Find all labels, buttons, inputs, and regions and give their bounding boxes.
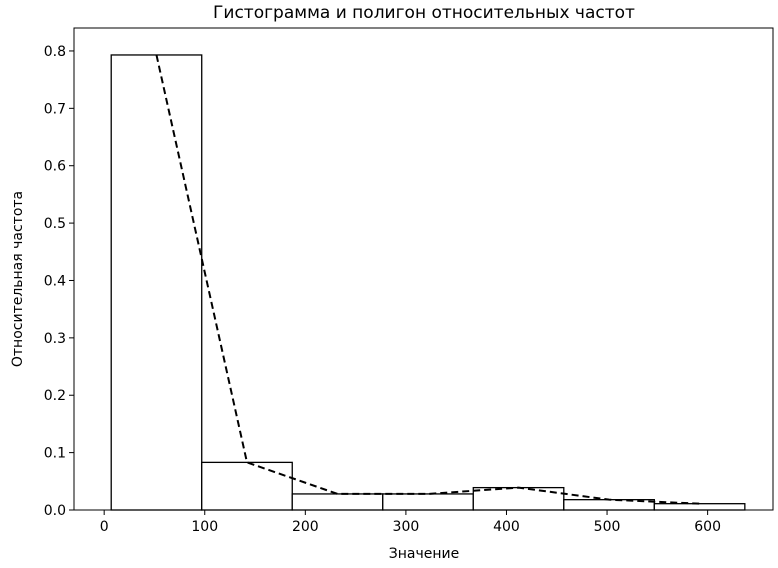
y-tick-label: 0.7 [44, 101, 66, 117]
x-tick-label: 200 [292, 519, 319, 535]
plot-frame [73, 27, 774, 511]
x-axis-label: Значение [389, 546, 459, 562]
x-tick-label: 300 [393, 519, 420, 535]
histogram-bar-1 [201, 461, 293, 511]
histogram-bar-0 [110, 54, 203, 511]
chart-title: Гистограмма и полигон относительных част… [213, 3, 635, 23]
polygon-layer [155, 54, 700, 505]
frequency-polygon-line [155, 54, 700, 505]
x-tick-label: 100 [191, 519, 218, 535]
x-tick-label: 600 [694, 519, 721, 535]
y-tick-label: 0.5 [44, 216, 66, 232]
y-axis-ticks: 0.0 0.1 0.2 0.3 0.4 0.5 0.6 0.7 0.8 [44, 44, 74, 519]
histogram-bar-2 [291, 493, 384, 511]
x-tick-label: 400 [493, 519, 520, 535]
bars-layer [110, 54, 746, 511]
histogram-bar-3 [382, 493, 474, 511]
x-tick-label: 500 [594, 519, 621, 535]
y-tick-label: 0.2 [44, 388, 66, 404]
y-axis-label: Относительная частота [10, 191, 26, 367]
histogram-bar-6 [653, 503, 746, 511]
y-tick-label: 0.3 [44, 331, 66, 347]
y-tick-label: 0.6 [44, 159, 66, 175]
x-axis-ticks: 0 100 200 300 400 500 600 [100, 510, 721, 535]
y-tick-label: 0.8 [44, 44, 66, 60]
y-tick-label: 0.4 [44, 273, 66, 289]
y-tick-label: 0.0 [44, 503, 66, 519]
x-tick-label: 0 [100, 519, 109, 535]
y-tick-label: 0.1 [44, 446, 66, 462]
